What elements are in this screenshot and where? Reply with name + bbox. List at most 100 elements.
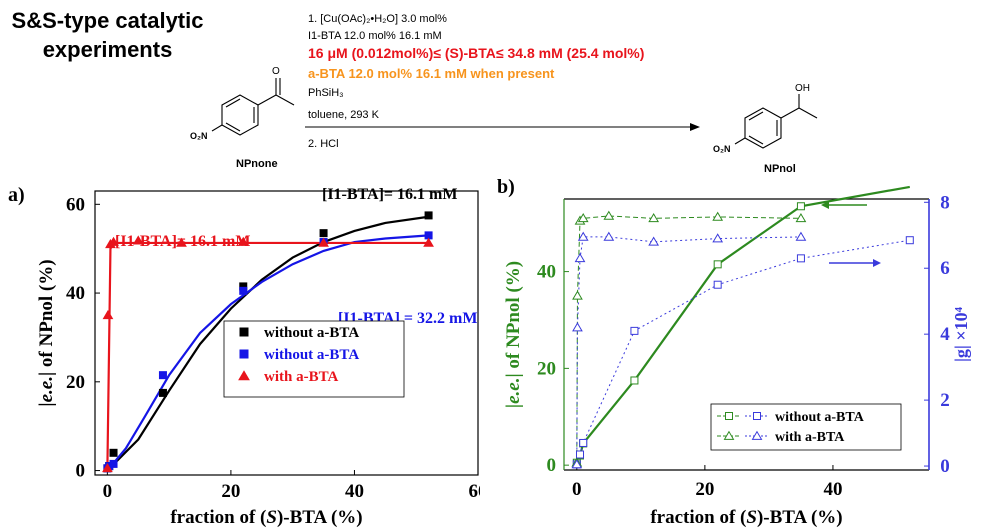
chart-a-data-point	[423, 237, 434, 247]
chart-a-data-point	[132, 235, 144, 245]
chart-a-xtick-label: 60	[469, 481, 481, 502]
chart-b-data-point	[572, 290, 583, 300]
chart-b-data-point	[577, 231, 589, 241]
condition-workup: 2. HCl	[308, 138, 339, 150]
chart-b-legend-marker	[751, 430, 763, 440]
chart-b-left-arrow-head	[821, 201, 829, 209]
substrate-name: NPnone	[236, 158, 278, 170]
chart-a-data-point	[108, 236, 119, 246]
reaction-arrow-head	[690, 123, 700, 131]
chart-a-xlabel: fraction of (S)-BTA (%)	[170, 507, 362, 528]
chart-a-ytick-label: 0	[76, 461, 86, 482]
reaction-scheme: 1. [Cu(OAc)₂•H₂O] 3.0 mol% I1-BTA 12.0 m…	[0, 0, 989, 180]
chart-b-data-point	[796, 254, 805, 263]
chart-a-xtick-label: 40	[345, 481, 364, 502]
chart-b-data-point	[603, 231, 615, 241]
chart-b-xtick-label: 0	[572, 479, 582, 500]
chart-a-ytick-label: 60	[66, 194, 85, 215]
chart-a-ytick-label: 40	[66, 283, 85, 304]
chart-a-annotation: [I1-BTA]= 16.1 mM	[115, 233, 250, 250]
chart-b-data-point	[630, 376, 639, 385]
chart-a-legend-marker	[239, 349, 249, 359]
product-hydroxyl-label: OH	[795, 83, 810, 94]
chart-b-legend-marker	[725, 412, 733, 420]
chart-a-ylabel: |e.e.| of NPnol (%)	[36, 259, 57, 406]
chart-a-ytick-label: 20	[66, 372, 85, 393]
figure-title-line1: S&S-type catalytic	[11, 8, 204, 33]
chart-a-data-point	[176, 237, 187, 247]
chart-b-y2label: |g| ×10⁴	[951, 306, 971, 362]
chart-b-ytick-label: 40	[537, 262, 556, 283]
condition-catalyst: 1. [Cu(OAc)₂•H₂O] 3.0 mol%	[308, 13, 447, 25]
chart-b-data-point	[648, 236, 660, 246]
chart-b-data-point	[576, 450, 585, 459]
chart-b-xtick-label: 20	[695, 479, 714, 500]
chart-a-data-point	[158, 371, 167, 380]
chart-a-legend-label: without a-BTA	[264, 347, 359, 363]
chart-b-data-point	[630, 326, 639, 335]
product-name: NPnol	[764, 163, 796, 175]
substrate-carbonyl-label: O	[272, 66, 280, 77]
condition-solvent: toluene, 293 K	[308, 109, 379, 121]
chart-b-data-point	[572, 322, 583, 332]
chart-a-xtick-label: 20	[221, 481, 240, 502]
product-structure	[734, 94, 818, 149]
chart-b-data-point	[571, 459, 583, 469]
chart-a-data-point	[237, 236, 249, 246]
chart-b-ytick-label: 20	[537, 358, 556, 379]
chart-a-legend-marker	[238, 370, 250, 381]
chart-b-right-arrow-head	[873, 259, 881, 267]
chart-b-xtick-label: 40	[823, 479, 842, 500]
chart-a-data-point	[318, 237, 329, 247]
chart-b-y2tick-label: 4	[940, 324, 950, 345]
chart-b-data-point	[603, 210, 615, 220]
chart-b-data-point	[648, 213, 660, 223]
chart-a-legend-box	[223, 320, 405, 398]
product-no2-label: O₂N	[713, 144, 731, 154]
chart-a: 0 20 40 60 0 20 40 60 a) fraction of (S)-BTA (%) |…	[8, 184, 481, 528]
chart-b-ylabel: |e.e.| of NPnol (%)	[503, 261, 524, 408]
chart-b-data-point	[795, 213, 807, 223]
chart-b-y2tick-label: 6	[940, 258, 950, 279]
substrate-structure	[211, 78, 295, 136]
chart-a-data-point	[102, 463, 113, 473]
chart-a-panel-label: a)	[8, 184, 25, 206]
chart-b-data-point	[712, 211, 724, 221]
chart-a-data-point	[109, 448, 118, 457]
chart-a-plot-frame	[94, 190, 479, 476]
chart-b-series-line	[576, 215, 801, 463]
figure-title-line2: experiments	[42, 37, 173, 62]
chart-b-data-point	[577, 213, 589, 223]
chart-b-legend-marker	[723, 430, 735, 440]
chart-b-panel-label: b)	[497, 179, 515, 198]
chart-b-data-point	[712, 233, 724, 243]
chart-a-data-point	[109, 459, 118, 468]
chart-b-y2tick-label: 8	[940, 192, 950, 213]
substrate-no2-label: O₂N	[190, 131, 208, 141]
chart-a-annotation: [I1-BTA]= 16.1 mM	[322, 186, 457, 203]
chart-b-xlabel: fraction of (S)-BTA (%)	[650, 507, 842, 528]
condition-sbta-range: 16 μM (0.012mol%)≤ (S)-BTA≤ 34.8 mM (25.…	[308, 45, 645, 61]
figure-title: S&S-type catalytic experiments	[0, 6, 215, 64]
chart-b-legend-box	[710, 403, 902, 451]
chart-a-data-point	[319, 229, 328, 238]
chart-b-data-point	[574, 253, 586, 263]
chart-a-legend-marker	[239, 327, 249, 337]
chart-a-fit-line	[106, 215, 429, 472]
chart-b-data-point	[579, 438, 588, 447]
chart-b-data-point	[905, 236, 914, 245]
chart-b-legend-label: without a-BTA	[775, 410, 865, 425]
chart-b-ytick-label: 0	[547, 455, 557, 476]
chart-b-y2tick-label: 0	[940, 456, 950, 477]
chart-a-data-point	[424, 211, 433, 220]
chart-b-y2tick-label: 2	[940, 390, 950, 411]
condition-silane: PhSiH₃	[308, 87, 344, 99]
reaction-graphics	[211, 78, 818, 149]
chart-a-data-point	[102, 309, 114, 320]
chart-a-legend-label: with a-BTA	[264, 369, 338, 385]
chart-b-data-point	[795, 231, 807, 241]
chart-b-series-line	[576, 236, 801, 465]
chart-a-data-point	[158, 388, 167, 397]
chart-a-xtick-label: 0	[103, 481, 113, 502]
chart-b-legend-label: with a-BTA	[775, 430, 845, 445]
